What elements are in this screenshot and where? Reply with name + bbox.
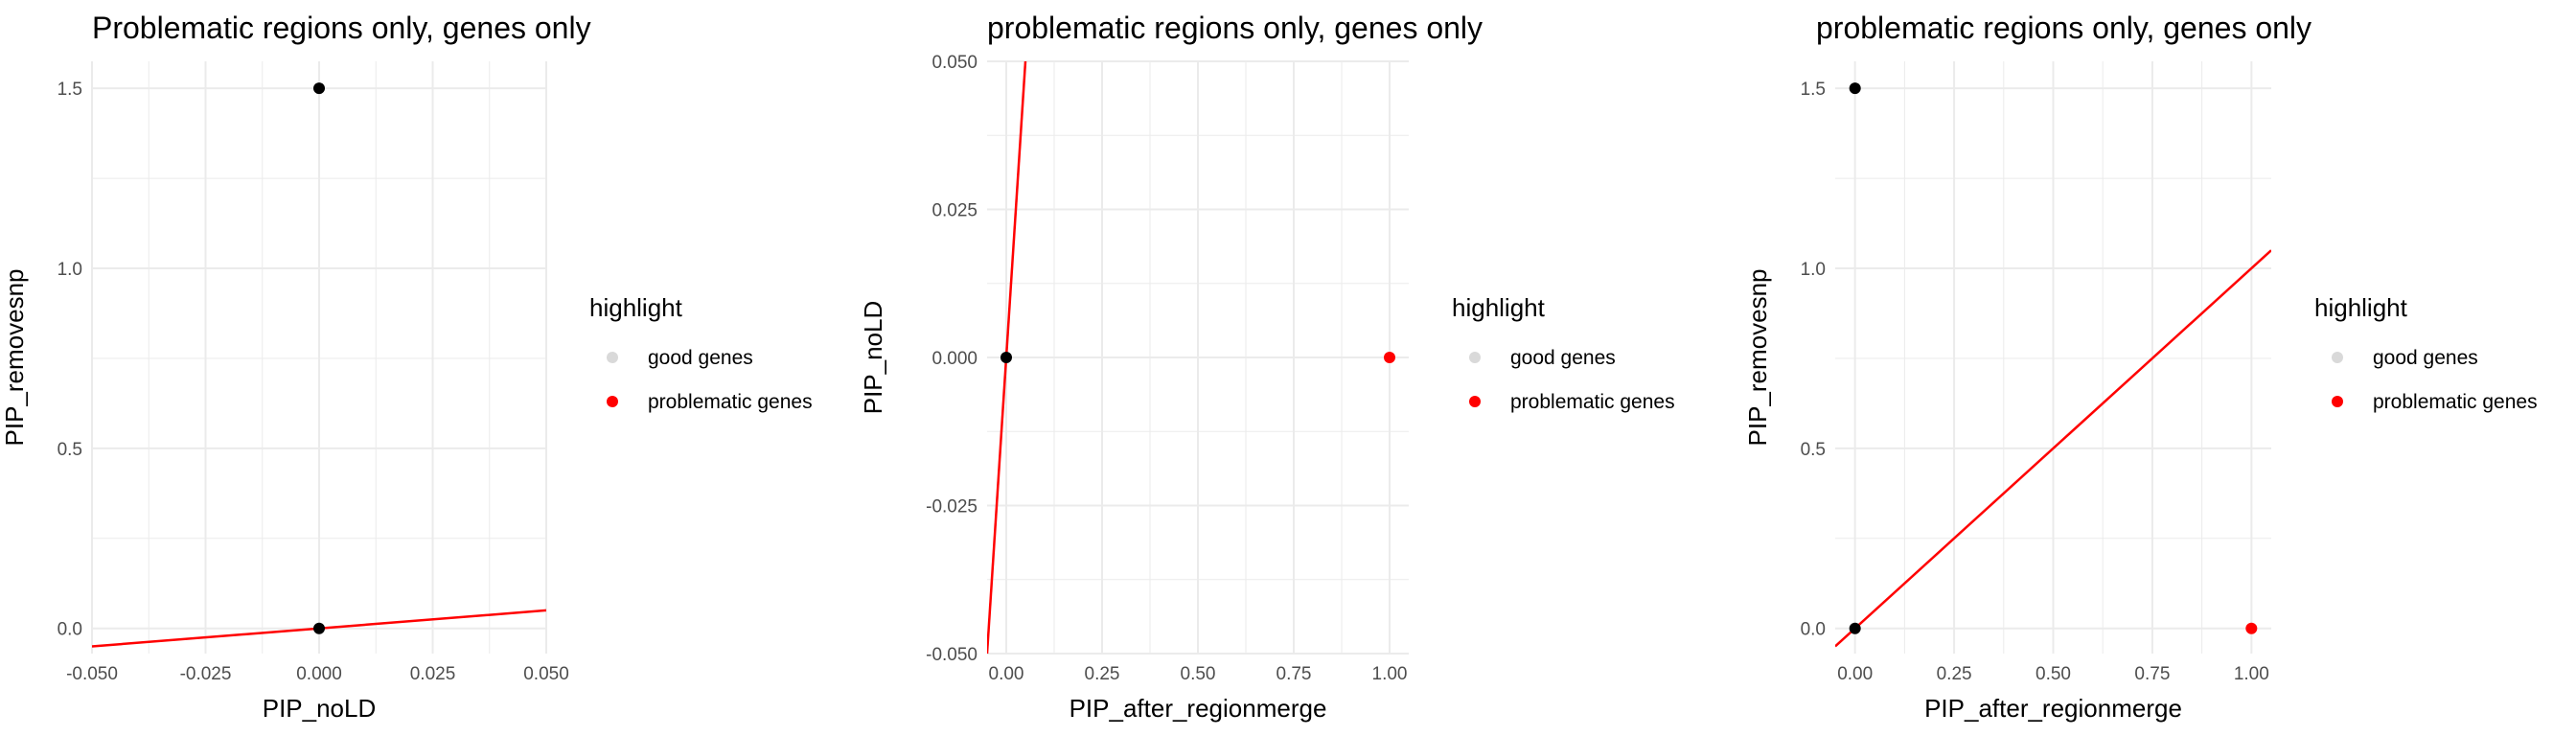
legend-key-dot <box>2332 396 2343 407</box>
x-tick-label: 0.25 <box>1937 664 1972 684</box>
y-tick-label: -0.025 <box>926 497 978 518</box>
y-tick-label: 1.5 <box>1801 80 1826 100</box>
legend-title: highlight <box>589 293 683 322</box>
data-point <box>1849 82 1861 95</box>
x-tick-label: 0.50 <box>2036 664 2071 684</box>
x-tick-label: -0.050 <box>66 664 118 684</box>
legend-key-dot <box>2332 352 2343 363</box>
data-point <box>1000 352 1012 363</box>
chart-title: problematic regions only, genes only <box>987 11 1483 45</box>
y-tick-label: 0.5 <box>58 440 82 460</box>
legend-key-dot <box>1469 352 1481 363</box>
y-tick-label: 0.0 <box>1801 620 1826 640</box>
legend: highlight good genes problematic genes <box>589 293 813 413</box>
chart-panel-2: 0.00 0.25 0.50 0.75 1.00 -0.050 -0.025 0.000 0.0… <box>859 11 1675 723</box>
chart-title: problematic regions only, genes only <box>1816 11 2312 45</box>
grid-lines <box>1835 61 2271 654</box>
data-point <box>2245 622 2258 634</box>
y-axis-label: PIP_noLD <box>859 301 887 415</box>
chart-title: Problematic regions only, genes only <box>92 11 591 45</box>
y-tick-label: 1.5 <box>58 80 82 100</box>
y-axis-label: PIP_removesnp <box>0 269 29 447</box>
y-axis-label: PIP_removesnp <box>1743 269 1772 447</box>
legend-title: highlight <box>2314 293 2408 322</box>
y-tick-label: 1.0 <box>1801 260 1826 280</box>
data-point <box>313 82 325 95</box>
y-tick-label: 0.000 <box>932 349 978 369</box>
data-point <box>1849 622 1861 634</box>
y-tick-label: 0.5 <box>1801 440 1826 460</box>
x-tick-label: 0.025 <box>410 664 456 684</box>
y-tick-label: 0.025 <box>932 201 978 221</box>
x-tick-label: 0.00 <box>989 664 1024 684</box>
x-tick-label: 1.00 <box>1372 664 1408 684</box>
legend-title: highlight <box>1452 293 1546 322</box>
legend-key-dot <box>607 396 618 407</box>
y-tick-label: 0.050 <box>932 53 978 73</box>
x-tick-label: 0.000 <box>296 664 342 684</box>
grid-lines <box>91 61 547 654</box>
legend-key-dot <box>607 352 618 363</box>
y-tick-label: 0.0 <box>58 620 82 640</box>
x-tick-label: -0.025 <box>180 664 232 684</box>
x-tick-label: 0.75 <box>2134 664 2170 684</box>
y-tick-label: -0.050 <box>926 645 978 665</box>
data-point <box>313 622 325 634</box>
x-tick-label: 0.050 <box>523 664 569 684</box>
legend: highlight good genes problematic genes <box>2314 293 2538 413</box>
legend-item-label: good genes <box>648 347 753 369</box>
x-axis-label: PIP_after_regionmerge <box>1924 694 2182 723</box>
legend-item-label: problematic genes <box>1510 391 1675 413</box>
legend-item-label: good genes <box>2373 347 2478 369</box>
x-tick-label: 0.00 <box>1837 664 1873 684</box>
chart-panel-3: 0.00 0.25 0.50 0.75 1.00 0.0 0.5 1.0 1.5 problema… <box>1743 11 2538 723</box>
legend-item-label: good genes <box>1510 347 1616 369</box>
legend: highlight good genes problematic genes <box>1452 293 1675 413</box>
grid-lines <box>987 60 1409 655</box>
legend-item-label: problematic genes <box>648 391 813 413</box>
x-axis-label: PIP_noLD <box>263 694 377 723</box>
y-tick-label: 1.0 <box>58 260 82 280</box>
data-point <box>1384 352 1395 363</box>
x-tick-label: 0.75 <box>1276 664 1312 684</box>
reference-line <box>1835 249 2271 648</box>
x-axis-label: PIP_after_regionmerge <box>1070 694 1327 723</box>
legend-item-label: problematic genes <box>2373 391 2538 413</box>
chart-panel-1: -0.050 -0.025 0.000 0.025 0.050 0.0 0.5 1.0 1.5 P… <box>0 11 813 723</box>
x-tick-label: 0.50 <box>1181 664 1216 684</box>
x-tick-label: 0.25 <box>1085 664 1120 684</box>
x-tick-label: 1.00 <box>2234 664 2269 684</box>
legend-key-dot <box>1469 396 1481 407</box>
